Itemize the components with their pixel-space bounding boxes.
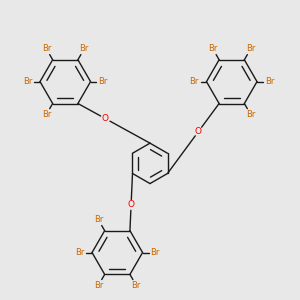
Text: Br: Br xyxy=(265,77,274,86)
Text: Br: Br xyxy=(98,77,108,86)
Text: Br: Br xyxy=(246,44,255,53)
Text: Br: Br xyxy=(131,281,141,290)
Text: Br: Br xyxy=(94,215,103,224)
Text: O: O xyxy=(195,127,202,136)
Text: O: O xyxy=(128,200,135,209)
Text: Br: Br xyxy=(94,281,103,290)
Text: Br: Br xyxy=(80,44,89,53)
Text: Br: Br xyxy=(189,77,199,86)
Text: Br: Br xyxy=(150,248,160,257)
Text: Br: Br xyxy=(246,110,255,119)
Text: Br: Br xyxy=(42,44,51,53)
Text: O: O xyxy=(102,114,109,123)
Text: Br: Br xyxy=(23,77,32,86)
Text: Br: Br xyxy=(42,110,51,119)
Text: Br: Br xyxy=(75,248,84,257)
Text: Br: Br xyxy=(208,44,218,53)
